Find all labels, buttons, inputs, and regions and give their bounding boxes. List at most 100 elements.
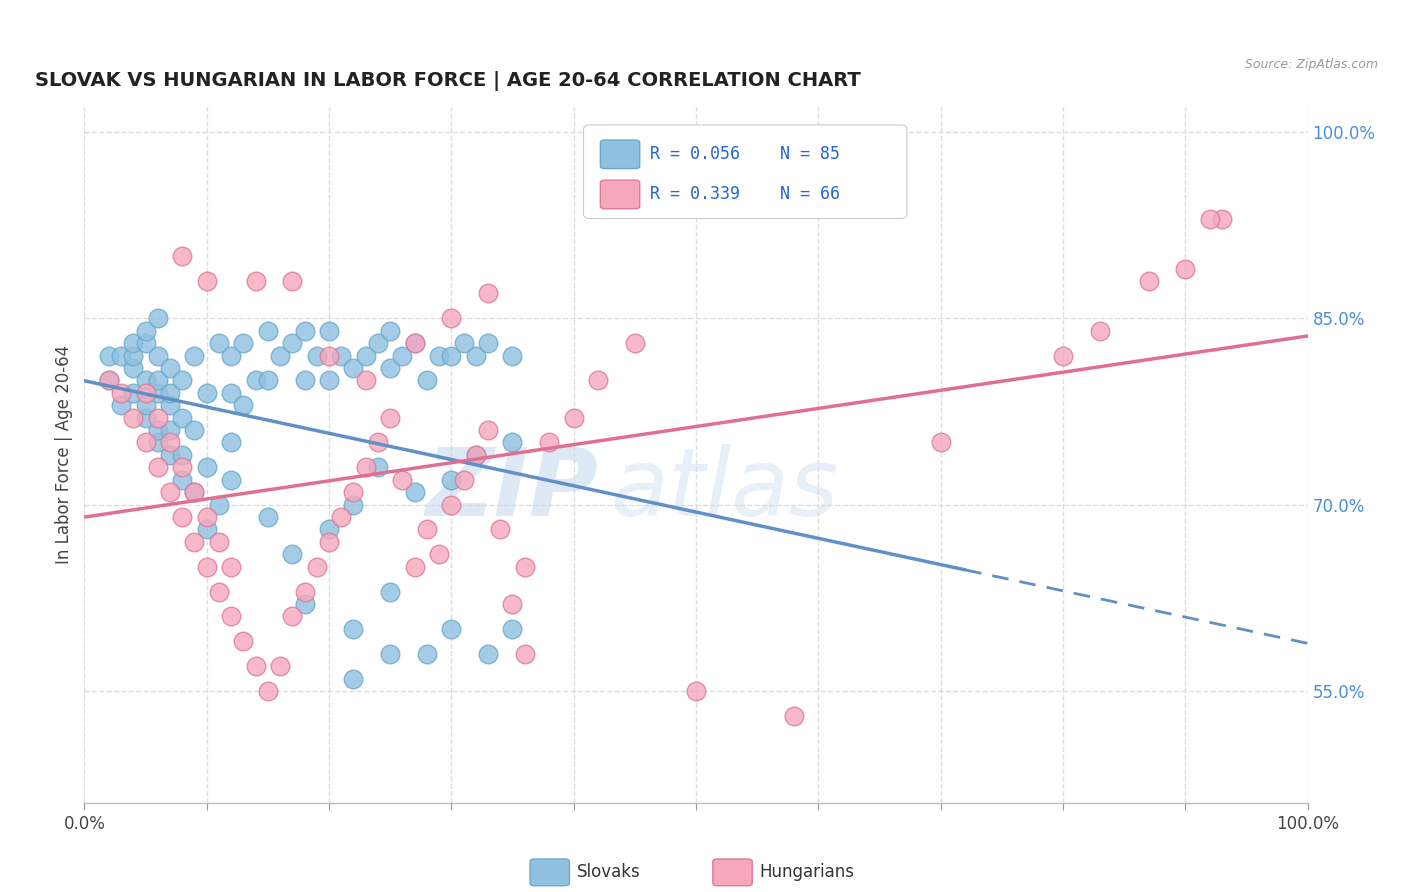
Point — [219, 385, 242, 400]
Point — [1174, 261, 1197, 276]
Point — [269, 659, 291, 673]
Point — [294, 373, 316, 387]
Point — [110, 398, 132, 412]
Point — [172, 249, 194, 263]
Point — [416, 373, 439, 387]
Point — [464, 349, 486, 363]
Point — [159, 448, 181, 462]
Point — [159, 361, 181, 376]
Point — [1211, 211, 1233, 226]
Point — [245, 274, 267, 288]
Point — [391, 349, 413, 363]
Point — [232, 336, 254, 351]
Point — [281, 547, 304, 561]
Point — [135, 373, 157, 387]
Text: Slovaks: Slovaks — [576, 863, 640, 881]
Point — [294, 584, 316, 599]
Point — [146, 460, 169, 475]
Point — [219, 435, 242, 450]
Point — [404, 485, 426, 500]
Point — [208, 535, 231, 549]
Text: Source: ZipAtlas.com: Source: ZipAtlas.com — [1244, 58, 1378, 71]
Point — [195, 460, 218, 475]
Point — [586, 373, 609, 387]
Point — [416, 647, 439, 661]
Point — [208, 498, 231, 512]
Text: R = 0.056    N = 85: R = 0.056 N = 85 — [650, 145, 839, 163]
Point — [354, 460, 377, 475]
Point — [783, 708, 806, 723]
Point — [489, 523, 512, 537]
Point — [685, 684, 707, 698]
Point — [281, 336, 304, 351]
Point — [464, 448, 486, 462]
Point — [159, 398, 181, 412]
Point — [110, 385, 132, 400]
Point — [159, 485, 181, 500]
Point — [159, 385, 181, 400]
Point — [513, 559, 536, 574]
Point — [440, 498, 463, 512]
Point — [330, 510, 353, 524]
Y-axis label: In Labor Force | Age 20-64: In Labor Force | Age 20-64 — [55, 345, 73, 565]
Point — [477, 286, 499, 301]
Point — [464, 448, 486, 462]
Point — [122, 349, 145, 363]
Point — [172, 473, 194, 487]
Point — [513, 647, 536, 661]
Point — [281, 274, 304, 288]
Point — [367, 460, 389, 475]
Point — [245, 373, 267, 387]
Point — [135, 410, 157, 425]
Point — [477, 647, 499, 661]
Point — [318, 373, 340, 387]
Point — [354, 373, 377, 387]
Point — [195, 559, 218, 574]
Text: Hungarians: Hungarians — [759, 863, 855, 881]
Point — [477, 336, 499, 351]
Point — [380, 361, 402, 376]
Point — [1052, 349, 1074, 363]
Point — [440, 473, 463, 487]
Point — [257, 324, 280, 338]
Point — [146, 435, 169, 450]
Point — [624, 336, 647, 351]
Point — [502, 435, 524, 450]
Text: SLOVAK VS HUNGARIAN IN LABOR FORCE | AGE 20-64 CORRELATION CHART: SLOVAK VS HUNGARIAN IN LABOR FORCE | AGE… — [35, 71, 862, 91]
Point — [135, 336, 157, 351]
Point — [135, 398, 157, 412]
Point — [172, 410, 194, 425]
Point — [440, 349, 463, 363]
Point — [269, 349, 291, 363]
Point — [294, 324, 316, 338]
Point — [342, 672, 364, 686]
Point — [427, 349, 450, 363]
Point — [294, 597, 316, 611]
Point — [219, 349, 242, 363]
Point — [146, 311, 169, 326]
Point — [440, 311, 463, 326]
Point — [404, 336, 426, 351]
Point — [195, 523, 218, 537]
Point — [380, 410, 402, 425]
Point — [110, 349, 132, 363]
Point — [159, 435, 181, 450]
Text: atlas: atlas — [610, 444, 838, 535]
Point — [342, 498, 364, 512]
Text: ZIP: ZIP — [425, 443, 598, 536]
Point — [97, 349, 120, 363]
Point — [502, 597, 524, 611]
Point — [318, 535, 340, 549]
Point — [146, 385, 169, 400]
Point — [453, 473, 475, 487]
Point — [122, 361, 145, 376]
Point — [502, 622, 524, 636]
Point — [257, 684, 280, 698]
Point — [342, 361, 364, 376]
Point — [172, 510, 194, 524]
Point — [195, 510, 218, 524]
Point — [195, 385, 218, 400]
Point — [122, 336, 145, 351]
Point — [219, 609, 242, 624]
Point — [367, 435, 389, 450]
